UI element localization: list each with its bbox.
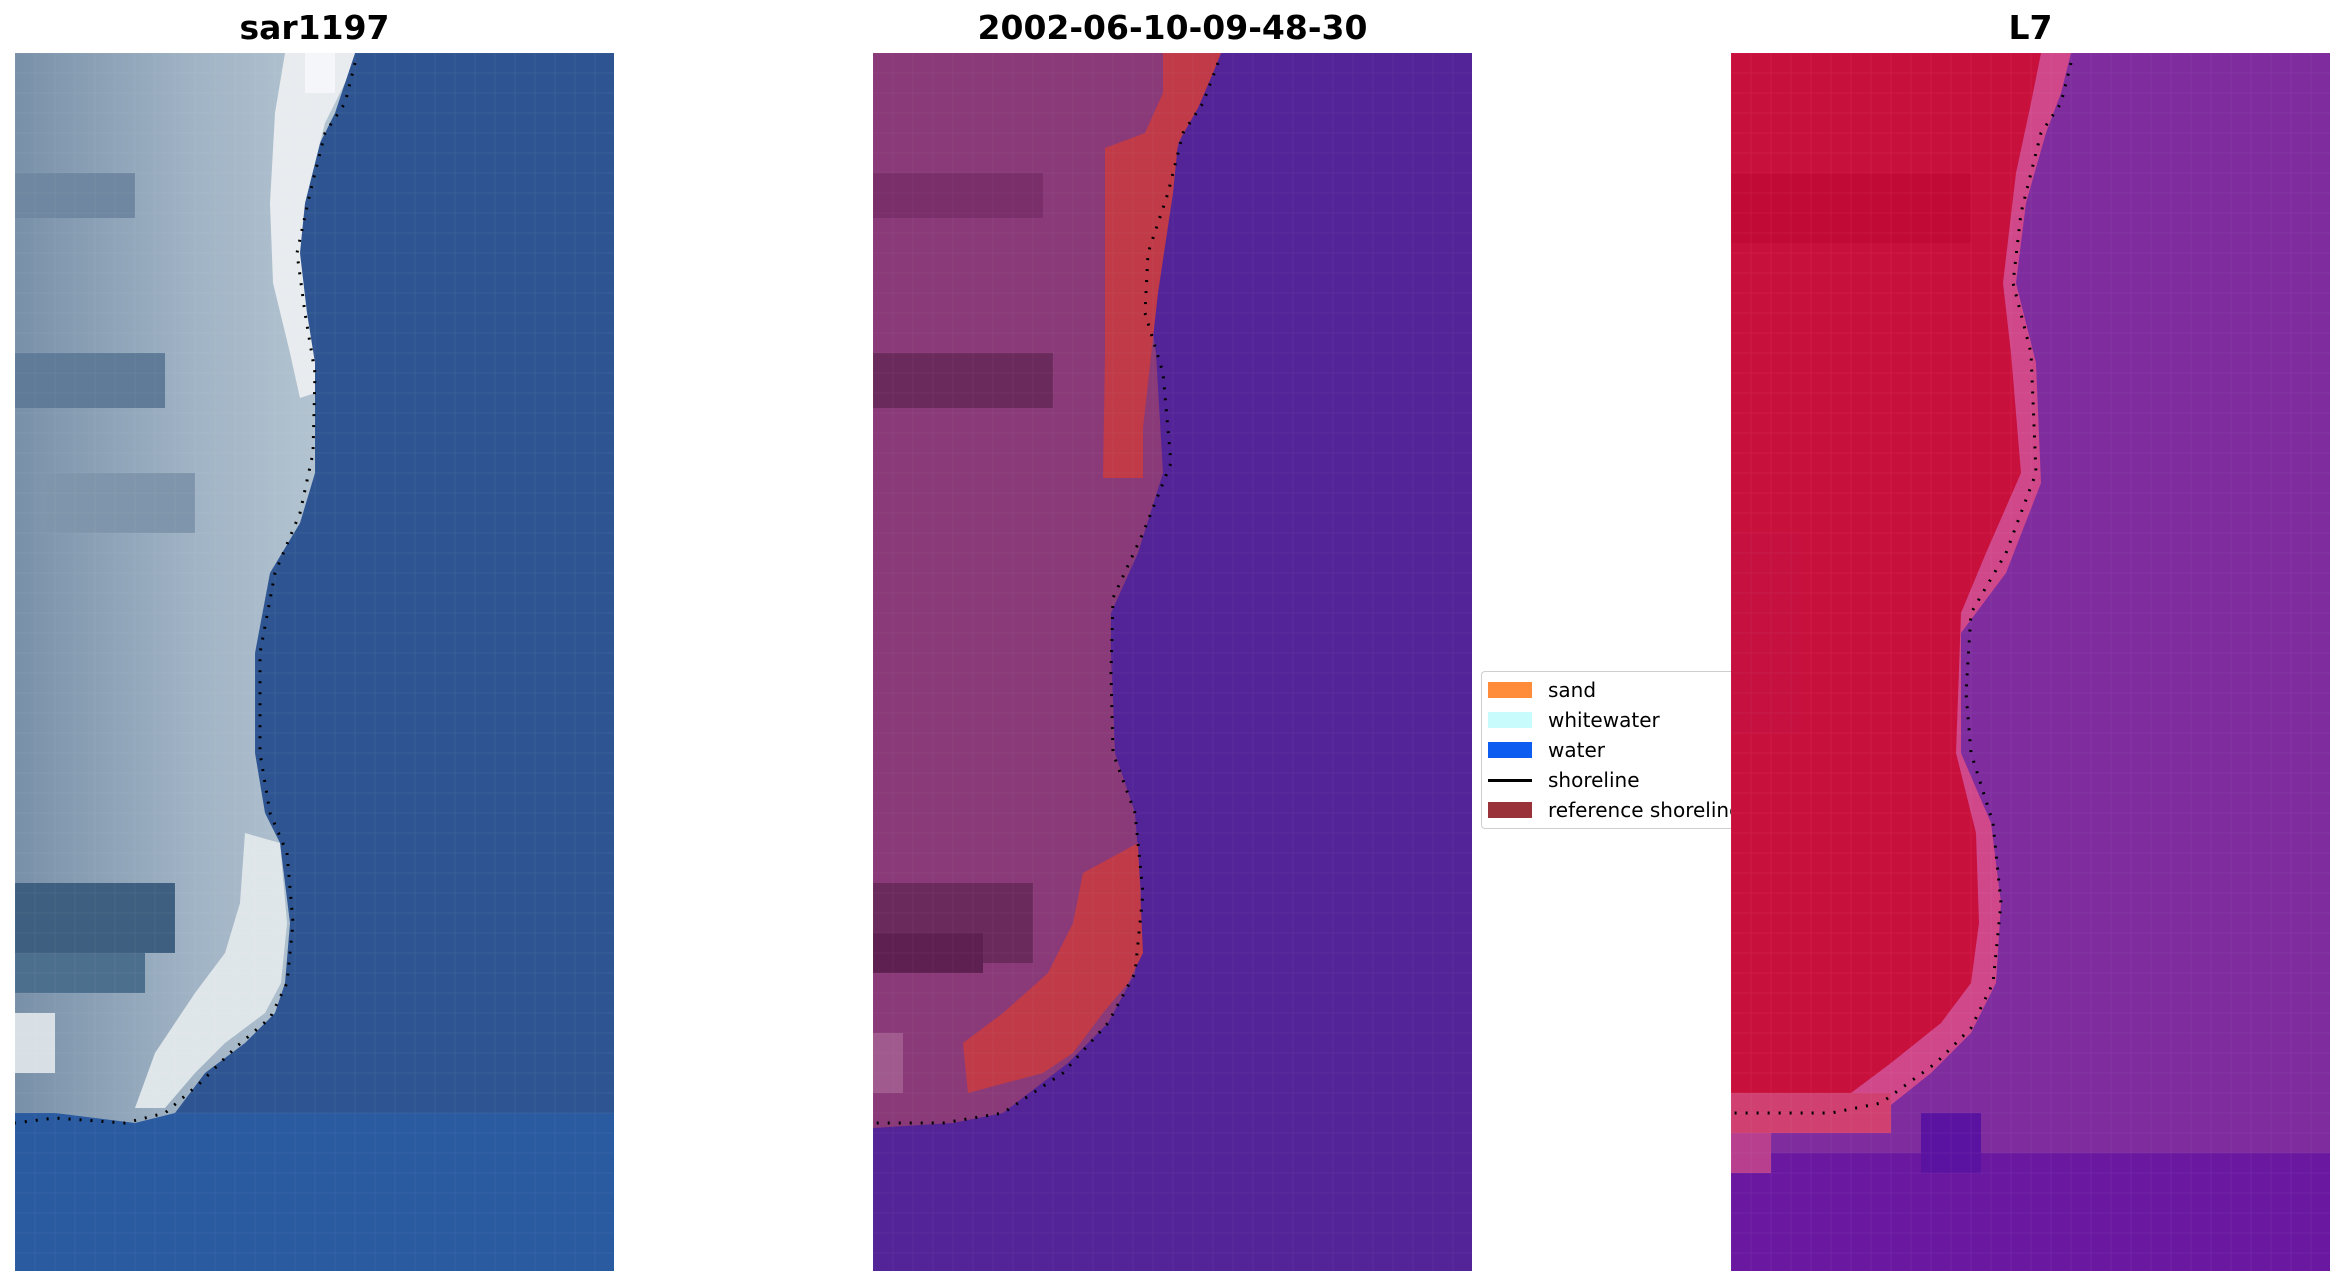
shoreline-dots bbox=[873, 62, 1220, 1125]
legend-item-reference-shoreline: reference shoreline bbox=[1488, 797, 1731, 823]
reference-shoreline-swatch bbox=[1488, 802, 1532, 818]
panel-title-middle: 2002-06-10-09-48-30 bbox=[977, 8, 1368, 47]
classified-image bbox=[873, 53, 1472, 1271]
legend-item-sand: sand bbox=[1488, 677, 1596, 703]
index-image bbox=[1731, 53, 2330, 1271]
legend-item-shoreline: shoreline bbox=[1488, 767, 1640, 793]
rgb-image-panel bbox=[15, 53, 614, 1271]
legend-item-whitewater: whitewater bbox=[1488, 707, 1660, 733]
rgb-image bbox=[15, 53, 614, 1271]
legend: sand whitewater water shoreline referenc… bbox=[1481, 671, 1731, 829]
sand-swatch bbox=[1488, 682, 1532, 698]
legend-item-water: water bbox=[1488, 737, 1605, 763]
water-swatch bbox=[1488, 742, 1532, 758]
legend-label: whitewater bbox=[1548, 708, 1660, 732]
legend-label: shoreline bbox=[1548, 768, 1640, 792]
index-image-panel bbox=[1731, 53, 2330, 1271]
legend-label: sand bbox=[1548, 678, 1597, 702]
legend-label: reference shoreline bbox=[1548, 798, 1731, 822]
legend-label: water bbox=[1548, 738, 1605, 762]
panel-title-left: sar1197 bbox=[239, 8, 390, 47]
panel-title-right: L7 bbox=[2008, 8, 2053, 47]
whitewater-swatch bbox=[1488, 712, 1532, 728]
classification-panel bbox=[873, 53, 1472, 1271]
shoreline-line-swatch bbox=[1488, 778, 1532, 782]
